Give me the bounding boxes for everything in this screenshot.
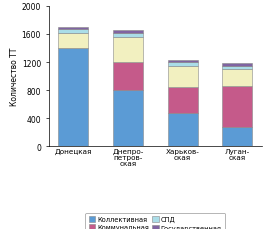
Bar xyxy=(113,63,143,91)
Bar xyxy=(222,66,252,70)
Bar xyxy=(222,127,252,147)
Bar xyxy=(113,38,143,63)
Bar xyxy=(58,49,88,147)
Y-axis label: Количество ТТ: Количество ТТ xyxy=(10,48,19,106)
Bar xyxy=(58,28,88,30)
Bar xyxy=(168,114,198,147)
Bar xyxy=(168,61,198,63)
Legend: Коллективная, Коммунальная, Частная, СПД, Государственная: Коллективная, Коммунальная, Частная, СПД… xyxy=(86,213,225,229)
Bar xyxy=(58,30,88,34)
Bar xyxy=(168,66,198,87)
Bar xyxy=(113,91,143,147)
Bar xyxy=(113,31,143,34)
Bar xyxy=(168,63,198,66)
Bar xyxy=(222,64,252,66)
Bar xyxy=(168,87,198,114)
Bar xyxy=(222,70,252,87)
Bar xyxy=(222,87,252,127)
Bar xyxy=(58,34,88,49)
Bar xyxy=(113,34,143,38)
